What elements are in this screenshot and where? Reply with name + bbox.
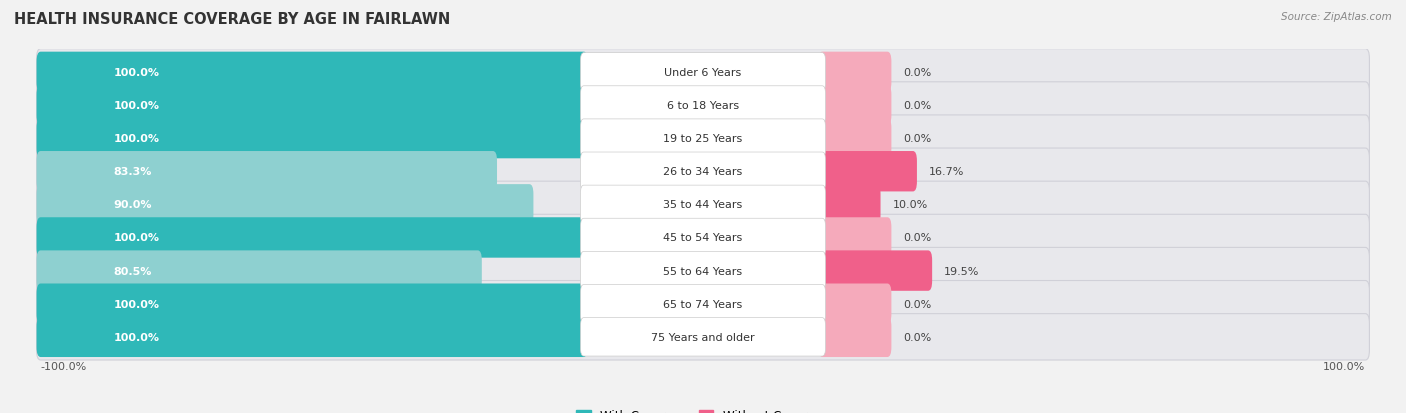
FancyBboxPatch shape — [818, 284, 891, 324]
Text: 6 to 18 Years: 6 to 18 Years — [666, 101, 740, 111]
Text: -100.0%: -100.0% — [41, 361, 87, 371]
FancyBboxPatch shape — [37, 83, 1369, 129]
FancyBboxPatch shape — [818, 185, 880, 225]
Text: 75 Years and older: 75 Years and older — [651, 332, 755, 342]
Text: 100.0%: 100.0% — [1323, 361, 1365, 371]
FancyBboxPatch shape — [37, 149, 1369, 195]
FancyBboxPatch shape — [37, 185, 533, 225]
FancyBboxPatch shape — [37, 284, 588, 324]
Text: 0.0%: 0.0% — [903, 68, 932, 78]
Text: Source: ZipAtlas.com: Source: ZipAtlas.com — [1281, 12, 1392, 22]
FancyBboxPatch shape — [581, 153, 825, 191]
FancyBboxPatch shape — [818, 218, 891, 258]
Text: 19.5%: 19.5% — [943, 266, 980, 276]
FancyBboxPatch shape — [37, 182, 1369, 228]
Text: 80.5%: 80.5% — [114, 266, 152, 276]
Text: 16.7%: 16.7% — [929, 167, 965, 177]
Text: 35 to 44 Years: 35 to 44 Years — [664, 200, 742, 210]
Text: 0.0%: 0.0% — [903, 233, 932, 243]
Text: 83.3%: 83.3% — [114, 167, 152, 177]
FancyBboxPatch shape — [37, 52, 588, 93]
FancyBboxPatch shape — [581, 318, 825, 356]
FancyBboxPatch shape — [818, 251, 932, 291]
FancyBboxPatch shape — [37, 152, 496, 192]
Text: 100.0%: 100.0% — [114, 233, 159, 243]
FancyBboxPatch shape — [37, 218, 588, 258]
Legend: With Coverage, Without Coverage: With Coverage, Without Coverage — [572, 404, 834, 413]
FancyBboxPatch shape — [818, 85, 891, 126]
FancyBboxPatch shape — [37, 281, 1369, 327]
FancyBboxPatch shape — [581, 285, 825, 323]
Text: 90.0%: 90.0% — [114, 200, 152, 210]
FancyBboxPatch shape — [37, 317, 588, 357]
FancyBboxPatch shape — [37, 50, 1369, 96]
FancyBboxPatch shape — [37, 314, 1369, 360]
Text: Under 6 Years: Under 6 Years — [665, 68, 741, 78]
Text: 100.0%: 100.0% — [114, 134, 159, 144]
Text: 100.0%: 100.0% — [114, 332, 159, 342]
FancyBboxPatch shape — [37, 119, 588, 159]
FancyBboxPatch shape — [581, 186, 825, 224]
Text: 0.0%: 0.0% — [903, 332, 932, 342]
FancyBboxPatch shape — [818, 119, 891, 159]
FancyBboxPatch shape — [581, 120, 825, 158]
FancyBboxPatch shape — [37, 248, 1369, 294]
Text: 26 to 34 Years: 26 to 34 Years — [664, 167, 742, 177]
Text: 100.0%: 100.0% — [114, 299, 159, 309]
Text: 65 to 74 Years: 65 to 74 Years — [664, 299, 742, 309]
FancyBboxPatch shape — [37, 116, 1369, 162]
Text: 0.0%: 0.0% — [903, 134, 932, 144]
FancyBboxPatch shape — [818, 152, 917, 192]
Text: HEALTH INSURANCE COVERAGE BY AGE IN FAIRLAWN: HEALTH INSURANCE COVERAGE BY AGE IN FAIR… — [14, 12, 450, 27]
FancyBboxPatch shape — [818, 52, 891, 93]
Text: 10.0%: 10.0% — [893, 200, 928, 210]
FancyBboxPatch shape — [581, 87, 825, 125]
FancyBboxPatch shape — [37, 251, 482, 291]
FancyBboxPatch shape — [37, 85, 588, 126]
Text: 100.0%: 100.0% — [114, 68, 159, 78]
Text: 19 to 25 Years: 19 to 25 Years — [664, 134, 742, 144]
Text: 45 to 54 Years: 45 to 54 Years — [664, 233, 742, 243]
Text: 0.0%: 0.0% — [903, 299, 932, 309]
FancyBboxPatch shape — [818, 317, 891, 357]
Text: 55 to 64 Years: 55 to 64 Years — [664, 266, 742, 276]
FancyBboxPatch shape — [37, 215, 1369, 261]
FancyBboxPatch shape — [581, 219, 825, 257]
Text: 100.0%: 100.0% — [114, 101, 159, 111]
Text: 0.0%: 0.0% — [903, 101, 932, 111]
FancyBboxPatch shape — [581, 252, 825, 290]
FancyBboxPatch shape — [581, 54, 825, 92]
